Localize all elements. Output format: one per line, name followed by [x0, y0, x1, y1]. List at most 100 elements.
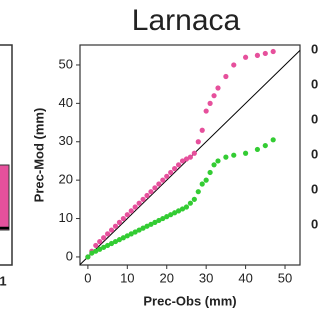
point: [183, 204, 190, 210]
left-panel-label: 1: [0, 273, 7, 288]
y-tick-label: 10: [59, 210, 73, 225]
point: [89, 250, 95, 256]
right-tick-fragment: 0: [311, 41, 318, 56]
point: [108, 240, 115, 247]
point: [101, 244, 107, 250]
point: [148, 189, 154, 195]
point: [211, 162, 217, 168]
point: [211, 93, 217, 99]
right-tick-fragment: 0: [311, 76, 318, 91]
left-panel-frame: [0, 44, 13, 266]
point: [156, 181, 162, 187]
right-tick-fragment: 0: [311, 146, 318, 161]
x-axis-label: Prec-Obs (mm): [143, 293, 236, 308]
point: [140, 196, 146, 202]
point: [231, 152, 237, 158]
point: [128, 208, 134, 214]
y-tick-label: 0: [66, 248, 73, 263]
y-axis-label: Prec-Mod (mm): [31, 108, 46, 203]
point: [132, 229, 138, 235]
point: [124, 233, 130, 239]
x-tick-label: 10: [120, 270, 134, 285]
point: [223, 73, 229, 80]
point: [207, 100, 213, 106]
point: [175, 208, 182, 214]
point: [203, 177, 209, 183]
point: [195, 189, 201, 195]
point: [187, 154, 193, 160]
point: [116, 219, 123, 225]
point: [136, 200, 142, 206]
point: [148, 221, 154, 227]
point: [93, 242, 99, 249]
point: [140, 225, 146, 231]
point: [191, 150, 197, 156]
point: [199, 181, 205, 187]
point: [112, 223, 119, 229]
point: [108, 227, 115, 233]
point: [160, 215, 166, 222]
point: [254, 52, 261, 58]
point: [183, 156, 190, 162]
x-tick-label: 30: [199, 270, 213, 285]
point: [242, 54, 249, 60]
right-tick-fragment: 0: [311, 111, 318, 126]
point: [128, 231, 134, 237]
point: [215, 85, 221, 91]
point: [262, 50, 268, 57]
point: [187, 200, 193, 206]
point: [172, 166, 178, 172]
point: [132, 204, 138, 210]
point: [116, 237, 123, 243]
point: [124, 212, 130, 218]
point: [195, 139, 201, 145]
point: [120, 215, 126, 222]
x-tick-label: 40: [238, 270, 252, 285]
point: [97, 238, 103, 245]
point: [104, 231, 111, 237]
point: [172, 210, 178, 216]
point: [152, 219, 158, 225]
point: [168, 169, 174, 176]
right-tick-fragment: 0: [311, 216, 318, 231]
left-box: [0, 164, 10, 231]
point: [144, 223, 150, 229]
point: [164, 173, 170, 179]
point: [168, 212, 174, 218]
point: [152, 185, 158, 191]
right-tick-fragment: 0: [311, 181, 318, 196]
point: [93, 248, 99, 254]
plot-frame: [79, 44, 301, 266]
x-tick-label: 50: [278, 270, 292, 285]
point: [179, 206, 186, 212]
point: [156, 217, 162, 224]
point: [160, 177, 166, 183]
x-tick-label: 20: [160, 270, 174, 285]
y-tick-label: 20: [59, 172, 73, 187]
y-tick-label: 50: [59, 56, 73, 71]
point: [120, 235, 126, 241]
point: [199, 127, 205, 133]
point: [191, 196, 197, 202]
chart-title: Larnaca: [132, 4, 241, 37]
point: [136, 227, 142, 233]
point: [270, 137, 276, 143]
point: [97, 246, 103, 252]
point: [207, 169, 213, 176]
point: [242, 150, 249, 156]
point: [104, 242, 111, 249]
point: [262, 142, 268, 149]
point: [203, 108, 209, 114]
point: [164, 214, 170, 220]
point: [144, 192, 150, 199]
point: [270, 48, 276, 55]
point: [179, 158, 186, 164]
y-tick-label: 30: [59, 133, 73, 148]
point: [101, 235, 107, 241]
point: [231, 62, 237, 68]
point: [223, 154, 229, 160]
point: [254, 146, 261, 153]
x-tick-label: 0: [84, 270, 91, 285]
point: [175, 162, 182, 168]
